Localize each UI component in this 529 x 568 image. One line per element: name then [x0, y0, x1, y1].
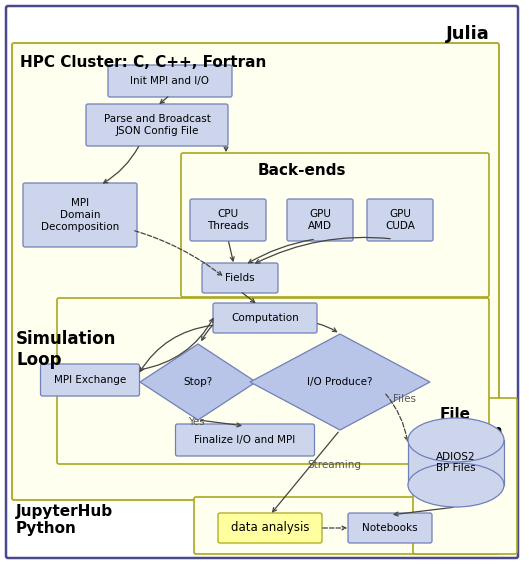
- Text: Stop?: Stop?: [184, 377, 213, 387]
- Polygon shape: [140, 344, 256, 420]
- FancyBboxPatch shape: [86, 104, 228, 146]
- Text: Files: Files: [393, 394, 416, 404]
- Text: Finalize I/O and MPI: Finalize I/O and MPI: [194, 435, 296, 445]
- Text: GPU
CUDA: GPU CUDA: [385, 209, 415, 231]
- Text: File
System: File System: [440, 407, 504, 440]
- Ellipse shape: [408, 463, 504, 507]
- Text: Yes: Yes: [188, 417, 204, 427]
- FancyBboxPatch shape: [194, 497, 499, 554]
- FancyBboxPatch shape: [348, 513, 432, 543]
- FancyBboxPatch shape: [176, 424, 315, 456]
- FancyBboxPatch shape: [213, 303, 317, 333]
- FancyBboxPatch shape: [23, 183, 137, 247]
- FancyBboxPatch shape: [202, 263, 278, 293]
- FancyBboxPatch shape: [108, 65, 232, 97]
- Text: I/O Produce?: I/O Produce?: [307, 377, 373, 387]
- Text: GPU
AMD: GPU AMD: [308, 209, 332, 231]
- Text: data analysis: data analysis: [231, 521, 309, 534]
- Text: MPI Exchange: MPI Exchange: [54, 375, 126, 385]
- FancyBboxPatch shape: [12, 43, 499, 500]
- Text: JupyterHub
Python: JupyterHub Python: [16, 504, 113, 536]
- Ellipse shape: [408, 418, 504, 462]
- FancyBboxPatch shape: [190, 199, 266, 241]
- Text: Streaming: Streaming: [307, 460, 361, 470]
- Text: Back-ends: Back-ends: [258, 163, 346, 178]
- Text: Julia: Julia: [446, 25, 490, 43]
- FancyBboxPatch shape: [57, 298, 489, 464]
- FancyBboxPatch shape: [367, 199, 433, 241]
- FancyBboxPatch shape: [413, 398, 517, 554]
- FancyBboxPatch shape: [218, 513, 322, 543]
- Text: Computation: Computation: [231, 313, 299, 323]
- FancyBboxPatch shape: [6, 6, 518, 558]
- FancyBboxPatch shape: [408, 440, 504, 485]
- Text: HPC Cluster: C, C++, Fortran: HPC Cluster: C, C++, Fortran: [20, 55, 267, 70]
- FancyBboxPatch shape: [181, 153, 489, 297]
- Text: ADIOS2
BP Files: ADIOS2 BP Files: [436, 452, 476, 473]
- FancyBboxPatch shape: [41, 364, 140, 396]
- Text: Init MPI and I/O: Init MPI and I/O: [131, 76, 209, 86]
- Text: Simulation
Loop: Simulation Loop: [16, 330, 116, 369]
- Polygon shape: [250, 334, 430, 430]
- Text: Parse and Broadcast
JSON Config File: Parse and Broadcast JSON Config File: [104, 114, 211, 136]
- Text: Notebooks: Notebooks: [362, 523, 418, 533]
- Text: MPI
Domain
Decomposition: MPI Domain Decomposition: [41, 198, 119, 232]
- FancyBboxPatch shape: [287, 199, 353, 241]
- Text: CPU
Threads: CPU Threads: [207, 209, 249, 231]
- Text: Fields: Fields: [225, 273, 255, 283]
